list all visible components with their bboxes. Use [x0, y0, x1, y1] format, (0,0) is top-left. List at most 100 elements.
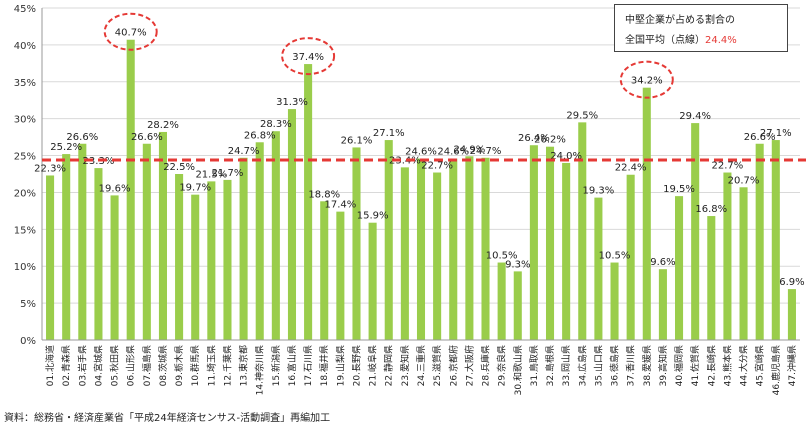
x-tick-label: 37.香川県 [626, 345, 637, 386]
data-label: 26.4% [518, 133, 550, 144]
y-tick-label: 20% [14, 188, 36, 199]
x-tick-label: 29.奈良県 [496, 345, 508, 386]
data-label: 18.8% [308, 189, 340, 200]
x-tick-label: 10.群馬県 [189, 345, 201, 386]
x-tick-label: 08.茨城県 [157, 345, 169, 386]
x-tick-label: 46.鹿児島県 [770, 345, 782, 395]
x-tick-label: 11.埼玉県 [205, 345, 217, 386]
bar [739, 187, 748, 340]
x-tick-label: 14.神奈川県 [254, 345, 266, 395]
bar [787, 289, 796, 340]
x-tick-label: 47.沖縄県 [786, 345, 798, 386]
highlight-circle [281, 37, 336, 76]
data-label: 22.4% [615, 163, 647, 174]
bar [578, 122, 587, 340]
bar [207, 181, 216, 340]
bar [255, 142, 264, 340]
x-tick-label: 30.和歌山県 [512, 345, 524, 395]
bar [78, 143, 87, 340]
data-label: 24.6% [405, 147, 437, 158]
bar [352, 147, 361, 340]
y-axis: 0% 5% 10% 15% 20% 25% 30% 35% 40% 45% [14, 4, 43, 347]
data-label: 24.7% [470, 146, 502, 157]
x-tick-label: 45.宮崎県 [754, 345, 766, 386]
data-label: 16.8% [695, 204, 727, 215]
x-axis: 01.北海道 02.青森県 03.岩手県 04.宮城県 05.秋田県 06.山形県 07.福… [42, 339, 800, 395]
x-tick-label: 12.千葉県 [221, 345, 233, 386]
x-tick-label: 02.青森県 [60, 345, 72, 386]
data-label: 37.4% [292, 52, 324, 63]
x-tick-label: 39.高知県 [657, 345, 669, 386]
bar [610, 262, 619, 340]
x-tick-label: 41.佐賀県 [689, 345, 701, 386]
x-tick-label: 07.福島県 [141, 345, 153, 386]
data-label: 23.4% [389, 155, 421, 166]
bar [755, 143, 764, 340]
bar [46, 175, 55, 340]
source-note: 資料：総務省・経済産業省「平成24年経済センサス-活動調査」再編加工 [4, 413, 331, 424]
data-label: 24.9% [453, 144, 485, 155]
bar [594, 197, 603, 340]
data-labels: 22.3%25.2%26.6%23.3%19.6%40.7%26.6%28.2%… [34, 28, 804, 288]
x-tick-label: 35.山口県 [593, 345, 604, 386]
data-label: 29.4% [679, 111, 711, 122]
data-label: 21.5% [195, 169, 227, 180]
data-label: 10.5% [486, 251, 518, 262]
bar [416, 158, 426, 340]
bar [529, 145, 538, 340]
data-label: 26.2% [534, 135, 566, 146]
x-tick-label: 15.新潟県 [270, 345, 282, 386]
data-label: 26.6% [131, 132, 163, 143]
data-label: 23.3% [83, 156, 115, 167]
x-tick-label: 22.静岡県 [383, 345, 395, 386]
bars [46, 39, 796, 341]
bar [175, 174, 184, 340]
x-tick-label: 01.北海道 [44, 345, 56, 386]
bar [336, 211, 345, 340]
x-tick-label: 36.徳島県 [609, 345, 621, 386]
highlight-circle [619, 60, 674, 99]
data-label: 26.1% [341, 135, 373, 146]
data-label: 24.0% [550, 151, 582, 162]
bar [384, 140, 393, 340]
x-tick-label: 25.滋賀県 [431, 345, 443, 386]
x-tick-label: 44.大分県 [738, 345, 750, 386]
x-tick-label: 27.大阪府 [463, 345, 475, 386]
x-tick-label: 20.長野県 [351, 345, 362, 386]
bar [304, 64, 313, 341]
data-label: 20.7% [728, 175, 760, 186]
data-label: 9.3% [505, 259, 530, 270]
bar [142, 143, 151, 340]
bar [110, 195, 119, 340]
bar [158, 131, 167, 340]
x-tick-label: 43.熊本県 [721, 345, 733, 386]
bar [320, 201, 329, 340]
y-tick-label: 15% [14, 225, 36, 236]
x-tick-label: 16.富山県 [286, 345, 298, 386]
bar [433, 172, 442, 340]
bar [481, 157, 490, 340]
x-tick-label: 19.山梨県 [334, 345, 346, 386]
x-tick-label: 24.三重県 [415, 345, 427, 386]
x-tick-label: 17.石川県 [303, 345, 314, 386]
legend-line-2-text: 全国平均（点線） [625, 35, 705, 46]
bar [465, 156, 474, 340]
x-tick-label: 34.広島県 [576, 345, 588, 386]
data-label: 21.7% [212, 168, 244, 179]
x-tick-label: 21.岐阜県 [367, 345, 379, 386]
data-label: 19.7% [179, 183, 211, 194]
legend-box: 中堅企業が占める割合の 全国平均（点線）24.4% [614, 4, 788, 52]
highlight-circles [103, 12, 674, 99]
bar [449, 158, 458, 340]
bar [545, 146, 555, 340]
x-tick-label: 31.鳥取県 [528, 345, 540, 386]
x-tick-label: 03.岩手県 [76, 345, 88, 386]
bar [191, 194, 200, 340]
bar [62, 154, 71, 340]
data-label: 22.3% [34, 163, 66, 174]
data-label: 25.2% [50, 142, 82, 153]
bar [771, 140, 780, 340]
data-label: 26.8% [244, 130, 276, 141]
